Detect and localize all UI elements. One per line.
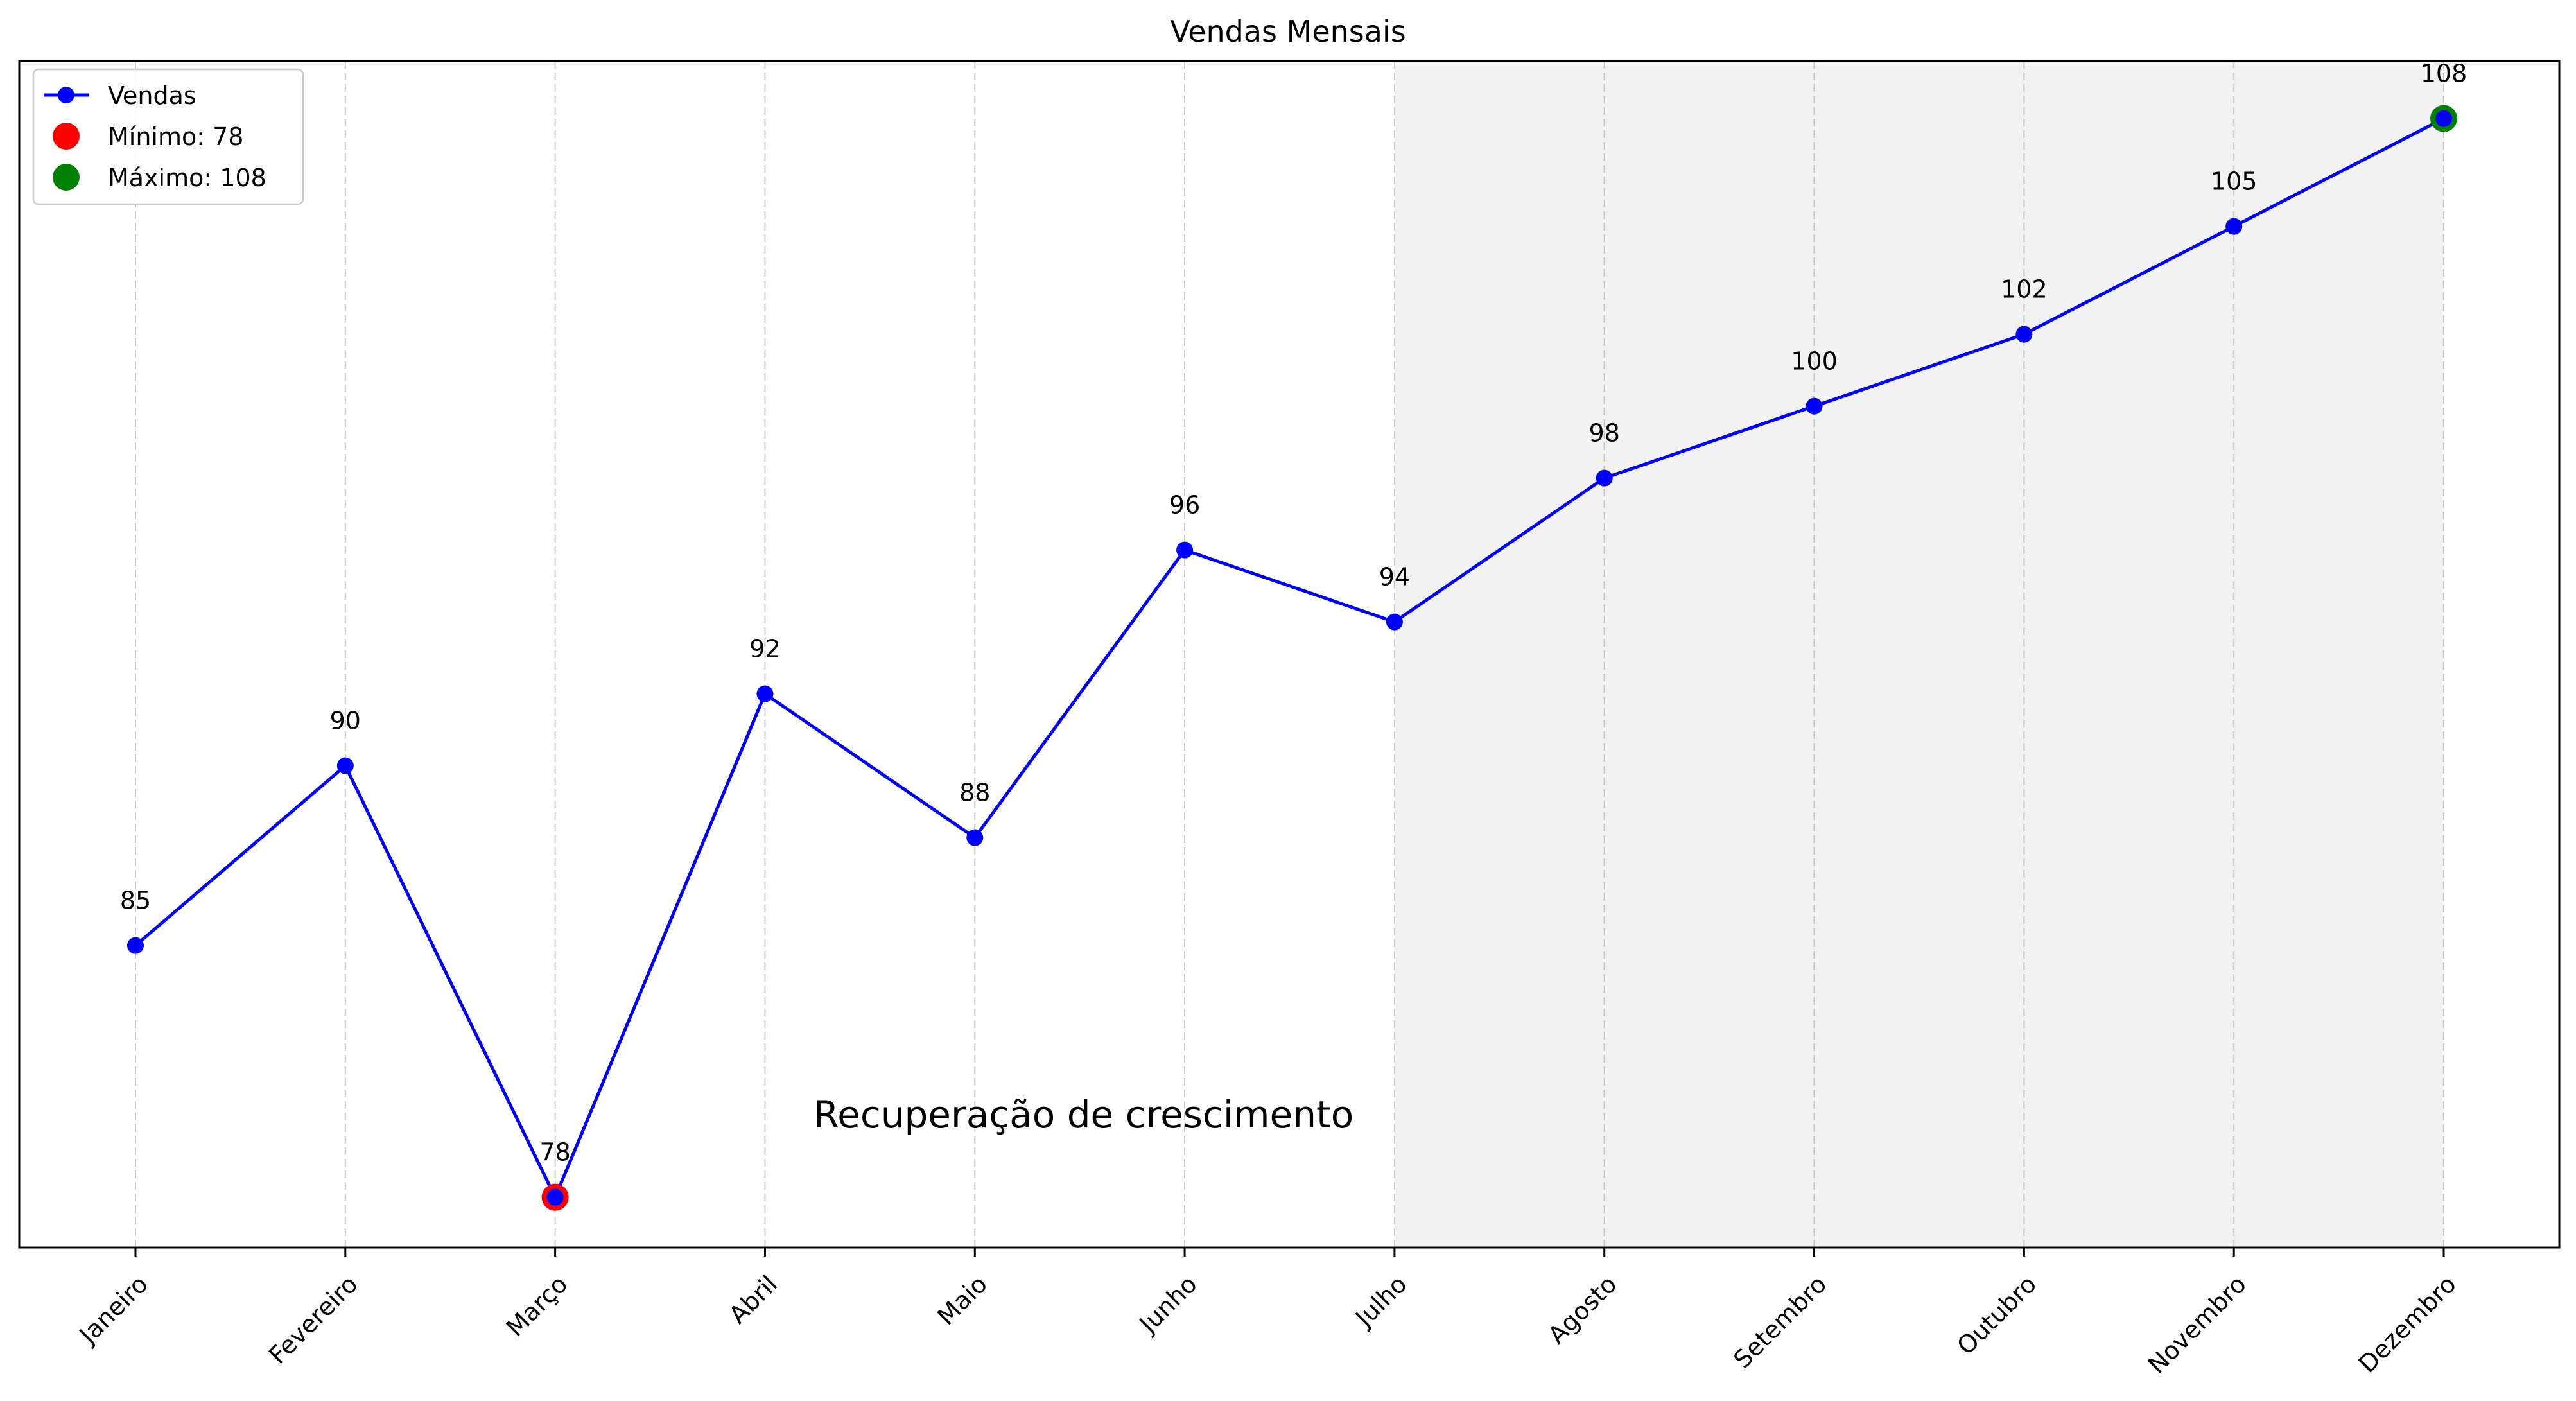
grid-layer bbox=[135, 61, 2444, 1248]
data-point bbox=[966, 829, 984, 846]
legend-maximo-label: Máximo: 108 bbox=[108, 164, 266, 192]
data-label: 108 bbox=[2421, 60, 2467, 88]
data-point bbox=[756, 685, 774, 702]
series-layer bbox=[134, 117, 2445, 1199]
x-tick-label: Julho bbox=[1349, 1270, 1412, 1333]
legend-minimo-marker bbox=[53, 123, 80, 150]
data-label: 85 bbox=[120, 887, 151, 915]
legend-maximo-marker bbox=[53, 164, 80, 191]
data-point bbox=[1176, 541, 1194, 559]
x-axis: Janeiro Fevereiro Março Abril Maio Junho Julho… bbox=[73, 1248, 2462, 1379]
data-label: 100 bbox=[1791, 347, 1838, 376]
data-point bbox=[2015, 326, 2033, 343]
legend-minimo-label: Mínimo: 78 bbox=[108, 123, 244, 151]
data-point bbox=[1386, 613, 1403, 631]
series-vendas-line bbox=[134, 117, 2445, 1199]
plot-background-layer bbox=[1394, 61, 2444, 1248]
data-label: 98 bbox=[1589, 419, 1620, 448]
data-point bbox=[127, 937, 144, 954]
x-tick-label: Abril bbox=[724, 1270, 783, 1330]
data-label: 92 bbox=[749, 635, 780, 663]
data-point bbox=[2435, 110, 2452, 127]
shaded-region bbox=[1394, 61, 2444, 1248]
data-point bbox=[546, 1188, 564, 1206]
chart-title: Vendas Mensais bbox=[1170, 14, 1405, 49]
data-label: 102 bbox=[2001, 275, 2048, 304]
data-point bbox=[1806, 397, 1823, 415]
legend-box bbox=[32, 68, 304, 205]
data-point bbox=[336, 757, 354, 774]
x-tick-label: Junho bbox=[1133, 1270, 1203, 1339]
x-tick-label: Outubro bbox=[1951, 1270, 2042, 1361]
x-tick-label: Novembro bbox=[2143, 1270, 2252, 1379]
data-label: 96 bbox=[1169, 491, 1200, 519]
x-tick-label: Fevereiro bbox=[263, 1270, 363, 1370]
x-tick-label: Dezembro bbox=[2353, 1270, 2462, 1379]
x-tick-label: Março bbox=[501, 1270, 573, 1342]
data-label: 94 bbox=[1379, 563, 1410, 591]
data-point bbox=[1596, 469, 1613, 487]
data-labels-layer: 85 90 78 92 88 96 94 98 100 102 105 108 bbox=[120, 60, 2467, 1167]
data-label: 78 bbox=[539, 1138, 570, 1167]
data-label: 88 bbox=[959, 779, 990, 807]
plot-frame bbox=[18, 60, 2561, 1249]
data-label: 90 bbox=[330, 707, 361, 735]
points-layer bbox=[127, 105, 2457, 1211]
legend: Vendas Mínimo: 78 Máximo: 108 bbox=[32, 68, 304, 205]
x-tick-label: Setembro bbox=[1728, 1270, 1832, 1374]
data-label: 105 bbox=[2211, 168, 2258, 196]
x-tick-label: Janeiro bbox=[73, 1270, 153, 1350]
legend-vendas-label: Vendas bbox=[108, 82, 196, 110]
x-tick-label: Maio bbox=[932, 1270, 993, 1331]
annotation-text: Recuperação de crescimento bbox=[813, 1093, 1353, 1136]
x-tick-label: Agosto bbox=[1543, 1270, 1623, 1350]
data-point bbox=[2225, 218, 2243, 235]
legend-vendas-marker bbox=[58, 87, 74, 103]
